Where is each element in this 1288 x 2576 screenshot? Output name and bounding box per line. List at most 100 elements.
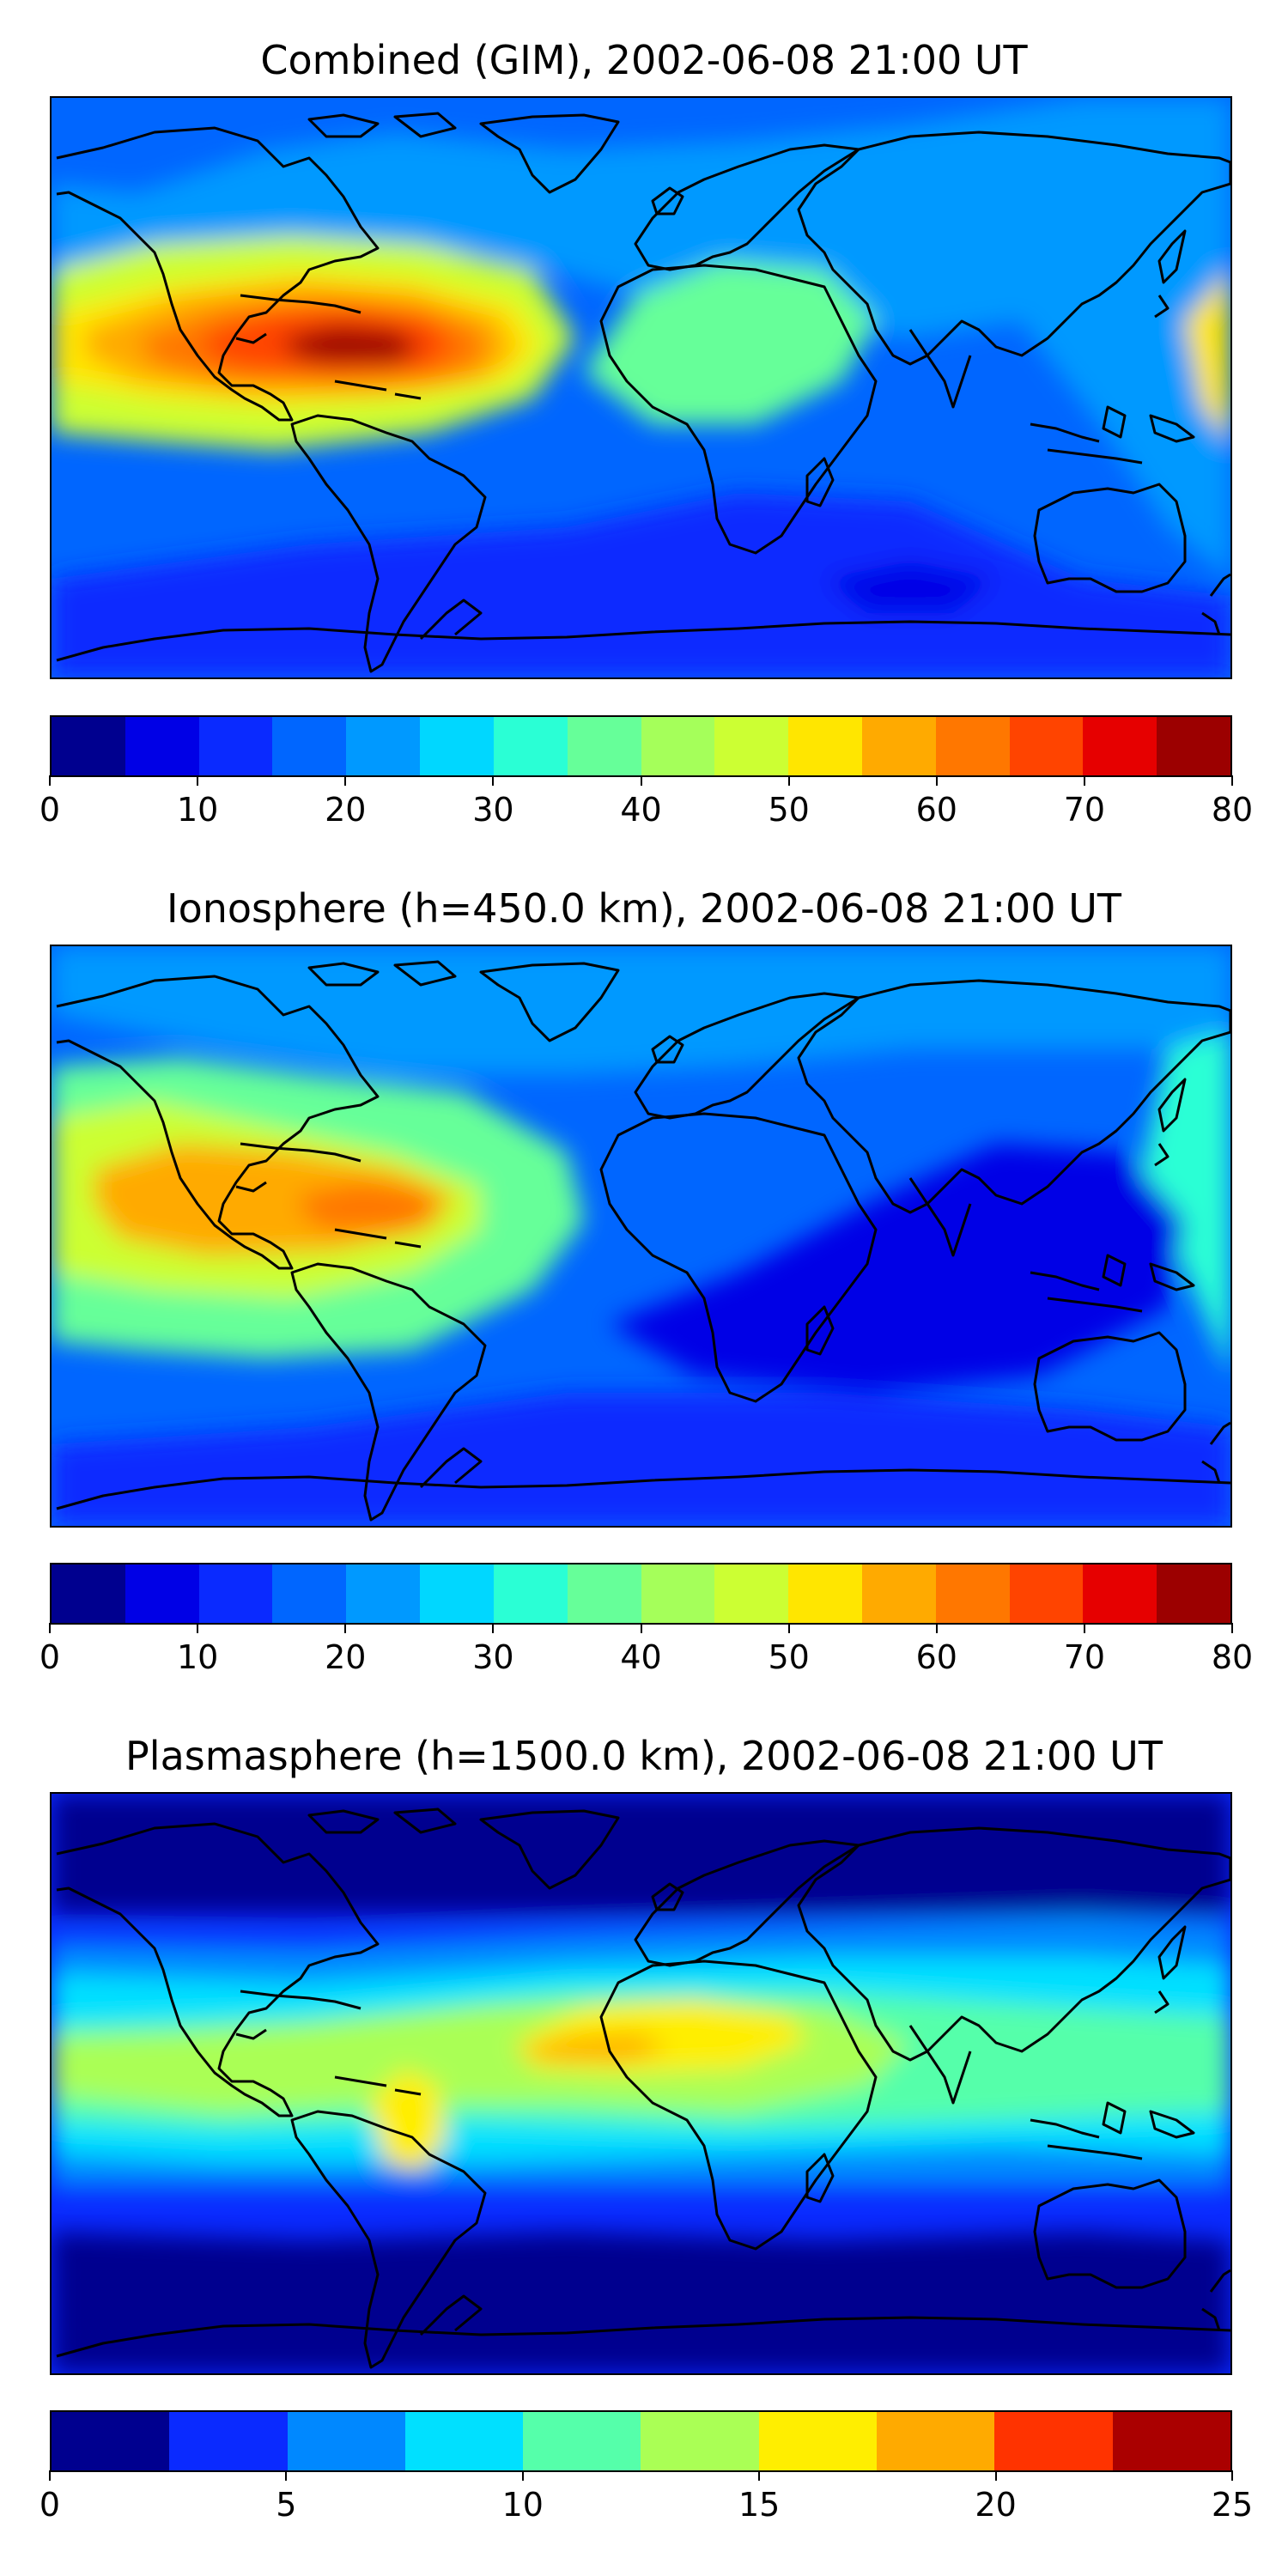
panel-3-colorbar (50, 2410, 1232, 2472)
panel-3-map-svg (52, 1794, 1230, 2373)
colorbar-segment (493, 717, 568, 775)
colorbar-segment (125, 1564, 199, 1623)
panel-1-field-west-pacific-edge (1185, 270, 1230, 441)
colorbar-segment (758, 2412, 878, 2470)
colorbar-tick-mark (1231, 1623, 1233, 1633)
colorbar-tick-mark (640, 775, 642, 786)
colorbar-segment (1009, 717, 1084, 775)
panel-1-map (50, 96, 1232, 679)
colorbar-tick-label: 40 (620, 791, 662, 829)
colorbar-tick-mark (1231, 2470, 1233, 2481)
colorbar-tick-mark (935, 775, 938, 786)
panel-2-map (50, 945, 1232, 1528)
panel-1-field-south-indian-ocean (824, 562, 996, 613)
panel-3-field-southern-low (52, 2232, 1230, 2373)
panel-1-colorbar-ticks: 0 10 20 30 40 50 60 70 80 (39, 775, 1253, 829)
colorbar-segment (125, 717, 199, 775)
colorbar-tick-label: 30 (472, 791, 514, 829)
colorbar-tick-label: 5 (276, 2486, 297, 2524)
panel-3-title: Plasmasphere (h=1500.0 km), 2002-06-08 2… (125, 1733, 1163, 1779)
colorbar-tick-mark (1083, 775, 1085, 786)
colorbar-tick-mark (197, 775, 199, 786)
colorbar-segment (346, 1564, 421, 1623)
colorbar-segment (861, 717, 936, 775)
colorbar-tick-label: 40 (620, 1638, 662, 1676)
colorbar-tick-label: 70 (1063, 791, 1106, 829)
colorbar-tick-mark (787, 775, 790, 786)
colorbar-tick-label: 80 (1211, 791, 1254, 829)
panel-2-field-southern-ocean (52, 1393, 1230, 1526)
colorbar-tick-label: 10 (176, 791, 219, 829)
colorbar-segment (52, 1564, 125, 1623)
panel-1-field-africa-europe (584, 261, 876, 424)
colorbar-tick-mark (49, 1623, 51, 1633)
colorbar-tick-label: 50 (768, 1638, 810, 1676)
panel-3-field-top-low (52, 1794, 1230, 1914)
panel-3-field-atlantic-core (515, 2034, 670, 2060)
colorbar-tick-mark (197, 1623, 199, 1633)
panel-1-title: Combined (GIM), 2002-06-08 21:00 UT (260, 37, 1028, 83)
colorbar-tick-mark (344, 775, 347, 786)
colorbar-tick-mark (640, 1623, 642, 1633)
panel-3-colorbar-ticks: 0 5 10 15 20 25 (39, 2470, 1253, 2524)
colorbar-segment (420, 717, 494, 775)
colorbar-tick-label: 20 (325, 1638, 367, 1676)
colorbar-tick-mark (787, 1623, 790, 1633)
colorbar-segment (1157, 717, 1230, 775)
colorbar-segment (994, 2412, 1113, 2470)
colorbar-tick-label: 60 (915, 1638, 957, 1676)
panel-2-field-indian-ocean-low (610, 1144, 1185, 1393)
colorbar-segment (287, 2412, 405, 2470)
colorbar-segment (272, 717, 347, 775)
panel-1-field-north-atlantic-band (52, 98, 1230, 338)
colorbar-tick-label: 10 (501, 2486, 544, 2524)
colorbar-segment (420, 1564, 494, 1623)
panel-3-field (52, 1794, 1230, 2373)
panel-2-colorbar-ticks: 0 10 20 30 40 50 60 70 80 (39, 1623, 1253, 1676)
panel-2-field (52, 946, 1230, 1526)
panel-2-field-north-atlantic-band (52, 946, 1230, 1075)
colorbar-tick-mark (49, 2470, 51, 2481)
colorbar-tick-mark (1083, 1623, 1085, 1633)
colorbar-segment (1009, 1564, 1084, 1623)
colorbar-segment (169, 2412, 288, 2470)
panel-2-map-svg (52, 946, 1230, 1526)
colorbar-segment (714, 1564, 789, 1623)
colorbar-segment (52, 2412, 170, 2470)
colorbar-segment (877, 2412, 995, 2470)
colorbar-segment (1157, 1564, 1230, 1623)
colorbar-segment (567, 717, 641, 775)
colorbar-tick-label: 10 (176, 1638, 219, 1676)
colorbar-tick-label: 50 (768, 791, 810, 829)
colorbar-tick-mark (521, 2470, 524, 2481)
colorbar-segment (567, 1564, 641, 1623)
colorbar-tick-label: 0 (39, 1638, 61, 1676)
colorbar-tick-mark (1231, 775, 1233, 786)
colorbar-tick-label: 30 (472, 1638, 514, 1676)
panel-1-colorbar (50, 715, 1232, 777)
colorbar-segment (1112, 2412, 1230, 2470)
colorbar-tick-mark (758, 2470, 761, 2481)
colorbar-segment (346, 717, 421, 775)
colorbar-tick-label: 20 (325, 791, 367, 829)
colorbar-tick-label: 0 (39, 2486, 61, 2524)
panel-2-field-west-pacific-edge (1142, 1032, 1230, 1376)
panel-3-map (50, 1792, 1232, 2375)
panel-1-map-svg (52, 98, 1230, 677)
colorbar-segment (523, 2412, 641, 2470)
colorbar-segment (198, 717, 273, 775)
colorbar-tick-mark (49, 775, 51, 786)
colorbar-segment (935, 717, 1010, 775)
colorbar-segment (52, 717, 125, 775)
colorbar-tick-mark (994, 2470, 997, 2481)
colorbar-tick-mark (344, 1623, 347, 1633)
colorbar-segment (641, 717, 715, 775)
colorbar-segment (641, 1564, 715, 1623)
colorbar-segment (404, 2412, 524, 2470)
colorbar-segment (641, 2412, 759, 2470)
panel-2-colorbar (50, 1563, 1232, 1625)
panel-3-field-south-america-high (369, 2069, 447, 2172)
colorbar-segment (1083, 1564, 1157, 1623)
colorbar-tick-mark (285, 2470, 288, 2481)
colorbar-tick-label: 80 (1211, 1638, 1254, 1676)
